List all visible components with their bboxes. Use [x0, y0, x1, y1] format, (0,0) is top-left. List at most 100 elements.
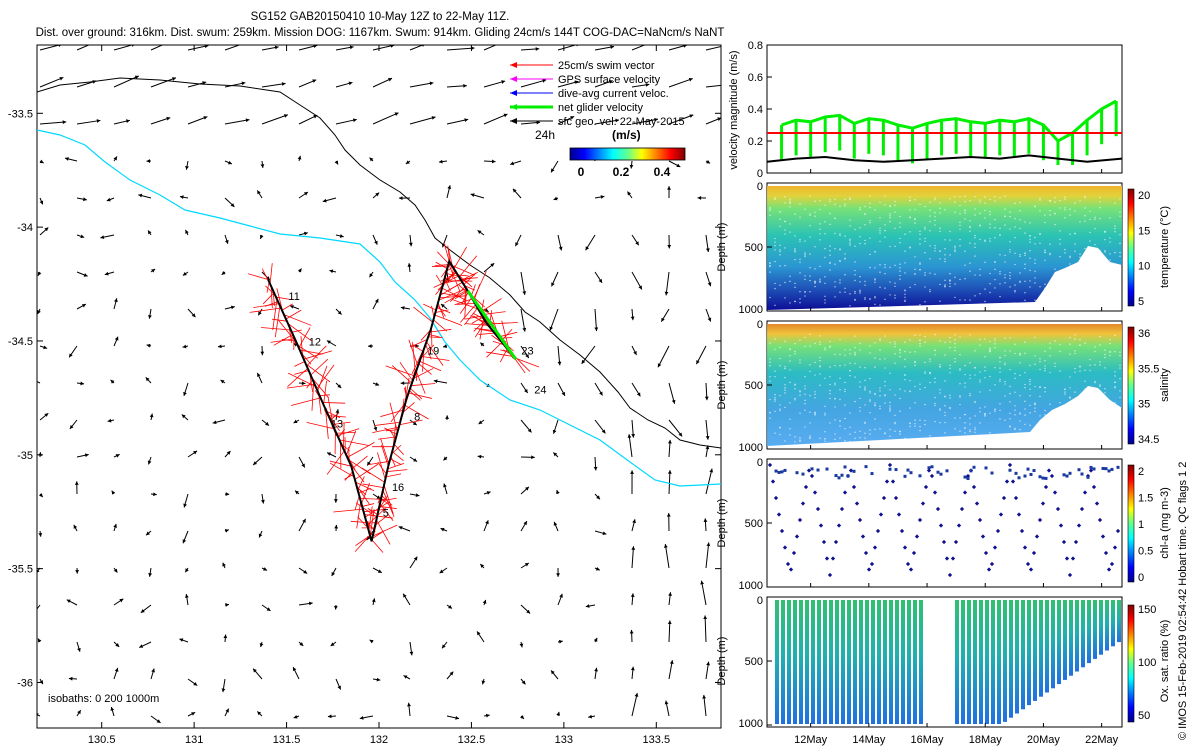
swim-vector [461, 276, 472, 282]
swim-vector [384, 427, 398, 435]
profile-dot [1059, 255, 1061, 258]
geo-arrow-head [115, 643, 120, 647]
profile-dot [924, 403, 926, 406]
swim-vector [399, 361, 414, 382]
profile-dot [964, 250, 966, 252]
profile-dot [999, 371, 1001, 373]
geo-velocity-arrow [668, 470, 671, 495]
geo-velocity-arrow [37, 381, 41, 384]
profile-dot [1024, 263, 1026, 265]
profile-dot [899, 433, 901, 435]
profile-dot [1114, 334, 1116, 337]
geo-arrow-head [151, 668, 155, 673]
profile-dot [1009, 228, 1011, 230]
colorbar-tick-label: 35 [1138, 399, 1150, 411]
profile-dot [1094, 433, 1096, 435]
profile-dot [929, 229, 931, 232]
chl-point [887, 462, 893, 468]
profile-dot [929, 435, 931, 437]
geo-arrow-head [610, 45, 615, 50]
swim-vector [249, 307, 282, 313]
profile-dot [834, 433, 836, 435]
chl-point [851, 484, 857, 490]
profile-dot [964, 299, 966, 301]
profile-dot [944, 260, 946, 263]
profile-dot [859, 290, 861, 293]
swim-vector [381, 444, 389, 467]
oxygen-profiles [775, 600, 1121, 724]
profile-dot [904, 293, 906, 296]
profile-dot [1024, 280, 1026, 283]
legend-label: GPS surface velocity [558, 74, 661, 86]
geo-arrow-head [203, 116, 208, 120]
profile-dot [1109, 237, 1111, 239]
profile-dot [924, 419, 926, 422]
profile-dot [984, 261, 986, 263]
profile-dot [904, 440, 906, 442]
profile-dot [879, 286, 881, 288]
profile-dot [809, 437, 811, 440]
profile-dot [954, 195, 956, 198]
geo-arrow-head [69, 424, 74, 429]
profile-dot [799, 359, 801, 361]
profile-dot [989, 223, 991, 225]
swim-vector [361, 467, 385, 483]
map-x-tick-label: 133 [555, 734, 573, 746]
profile-dot [939, 283, 941, 286]
chl-point [938, 523, 944, 528]
geo-arrow-head [688, 77, 693, 82]
geo-arrow-head [75, 570, 80, 574]
geo-arrow-head [390, 45, 395, 48]
profile-dot [874, 281, 876, 283]
profile-dot [839, 282, 841, 284]
profile-dot [784, 367, 786, 370]
profile-dot [1049, 342, 1051, 344]
profile-dot [864, 224, 866, 226]
profile-dot [1119, 441, 1121, 443]
profile-dot [1094, 268, 1096, 270]
geo-arrow-head [293, 419, 298, 424]
geo-arrow-head [37, 310, 41, 315]
geo-arrow-head [522, 291, 527, 295]
profile-dot [909, 422, 911, 425]
profile-dot [1049, 403, 1051, 405]
profile-dot [804, 345, 806, 348]
profile-dot [784, 406, 786, 409]
profile-dot [1064, 393, 1066, 395]
profile-dot [789, 418, 791, 420]
profile-dot [1059, 439, 1061, 441]
profile-dot [1074, 274, 1076, 276]
profile-dot [1034, 410, 1036, 413]
chl-point [935, 506, 941, 512]
profile-dot [804, 336, 806, 339]
profile-dot [904, 262, 906, 264]
profile-dot [869, 298, 871, 300]
profile-dot [804, 252, 806, 254]
profile-dot [834, 248, 836, 250]
profile-dot [919, 339, 921, 341]
profile-dot [944, 414, 946, 417]
profile-dot [1009, 275, 1011, 277]
profile-dot [799, 290, 801, 293]
profile-dot [959, 369, 961, 371]
profile-dot [1004, 439, 1006, 441]
profile-dot [1029, 439, 1031, 441]
chl-point-top [801, 472, 805, 476]
profile-dot [964, 364, 966, 367]
profile-dot [969, 242, 971, 244]
oxygen-profile [871, 600, 875, 724]
chl-point [806, 468, 812, 473]
profile-dot [914, 268, 916, 271]
profile-dot [859, 406, 861, 409]
geo-arrow-head [388, 77, 393, 82]
profile-dot [1024, 433, 1026, 435]
geo-arrow-head [633, 350, 637, 355]
profile-dot [809, 224, 811, 227]
profile-dot [1099, 385, 1101, 387]
profile-dot [949, 394, 951, 396]
profile-dot [814, 393, 816, 396]
geo-arrow-head [217, 344, 222, 349]
chl-point-top [840, 473, 844, 477]
geo-arrow-head [531, 455, 535, 460]
profile-dot [989, 240, 991, 242]
